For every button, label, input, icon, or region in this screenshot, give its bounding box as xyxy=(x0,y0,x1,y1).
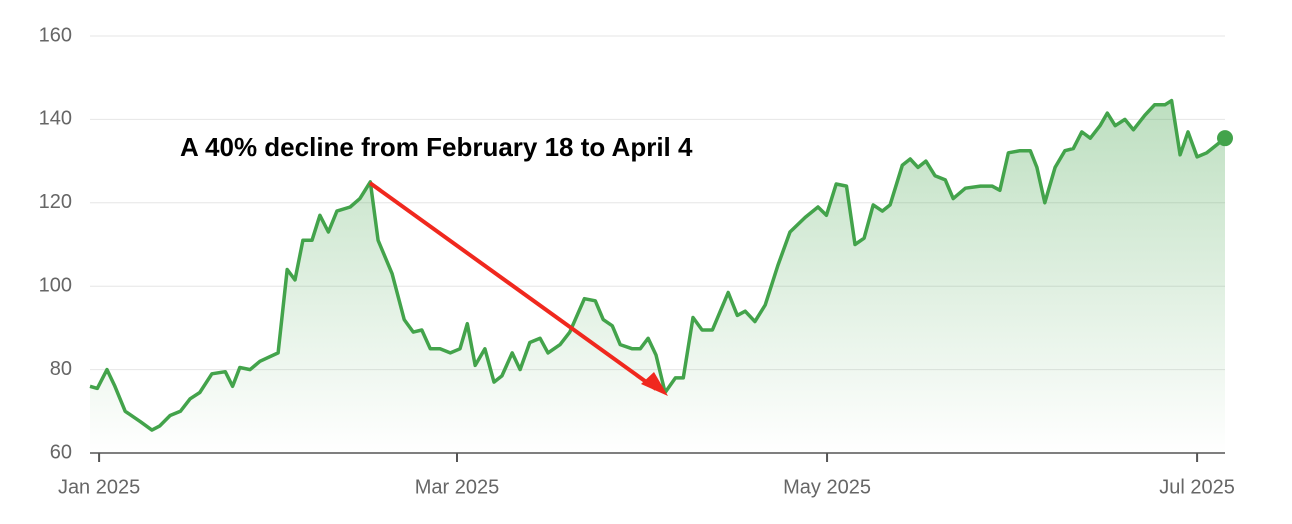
y-tick-label: 60 xyxy=(50,441,72,463)
x-tick-label: May 2025 xyxy=(783,476,871,498)
y-tick-label: 120 xyxy=(39,191,72,213)
x-tick-label: Jan 2025 xyxy=(58,476,140,498)
annotation: A 40% decline from February 18 to April … xyxy=(180,132,693,162)
plot xyxy=(89,98,1233,453)
x-tick-label: Mar 2025 xyxy=(415,476,500,498)
area xyxy=(90,100,1225,453)
annotation-arrow-head xyxy=(641,372,668,396)
x-tick-label: Jul 2025 xyxy=(1159,476,1235,498)
y-tick-label: 100 xyxy=(39,274,72,296)
y-tick-label: 140 xyxy=(39,108,72,130)
annotation-arrow xyxy=(368,181,658,391)
line xyxy=(89,98,1227,432)
y-tick-label: 160 xyxy=(39,24,72,46)
y-tick-label: 80 xyxy=(50,358,72,380)
end-point xyxy=(1217,130,1233,147)
